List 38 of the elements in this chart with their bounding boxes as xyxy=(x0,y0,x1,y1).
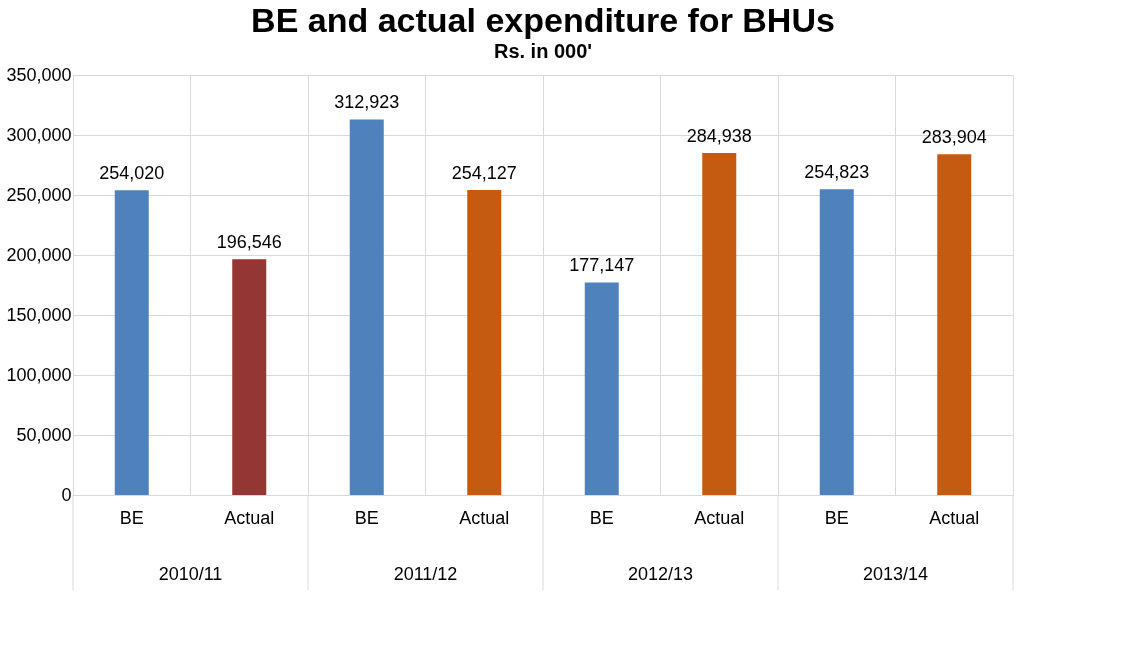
x-tick-label: BE xyxy=(119,507,144,528)
data-label: 196,546 xyxy=(216,232,282,253)
bar xyxy=(232,259,267,495)
bar xyxy=(114,190,149,495)
y-tick-label: 150,000 xyxy=(6,304,72,325)
text: 2011/12 xyxy=(393,564,458,584)
chart-title: BE and actual expenditure for BHUs xyxy=(251,1,835,39)
x-tick-label: Actual xyxy=(224,507,275,528)
y-tick-label: 200,000 xyxy=(6,244,72,265)
x-tick-label: BE xyxy=(354,507,379,528)
x-tick-label: Actual xyxy=(459,507,510,528)
x-tick-label: BE xyxy=(589,507,614,528)
y-tick-label: 0 xyxy=(61,484,72,505)
text: 2010/11 xyxy=(158,564,223,584)
bar xyxy=(349,119,384,495)
x-tick-label: Actual xyxy=(929,507,980,528)
y-tick-label: 250,000 xyxy=(6,184,72,205)
x-tick-label: BE xyxy=(824,507,849,528)
bar xyxy=(584,282,619,495)
data-label: 254,020 xyxy=(99,163,165,184)
x-tick-label: Actual xyxy=(694,507,745,528)
data-label: 312,923 xyxy=(334,92,400,113)
data-label: 177,147 xyxy=(569,255,635,276)
bar xyxy=(702,153,737,495)
data-label: 284,938 xyxy=(686,126,752,147)
y-tick-label: 100,000 xyxy=(6,364,72,385)
y-tick-label: 300,000 xyxy=(6,124,72,145)
bar xyxy=(819,189,854,495)
y-tick-label: 50,000 xyxy=(16,424,72,445)
text: 2013/14 xyxy=(862,564,929,584)
bar xyxy=(937,154,972,495)
bar xyxy=(467,190,502,495)
chart-subtitle: Rs. in 000' xyxy=(493,40,593,62)
data-label: 254,127 xyxy=(451,163,517,184)
text: 2012/13 xyxy=(627,564,694,584)
data-label: 283,904 xyxy=(921,127,987,148)
data-label: 254,823 xyxy=(804,162,870,183)
y-tick-label: 350,000 xyxy=(6,64,72,85)
